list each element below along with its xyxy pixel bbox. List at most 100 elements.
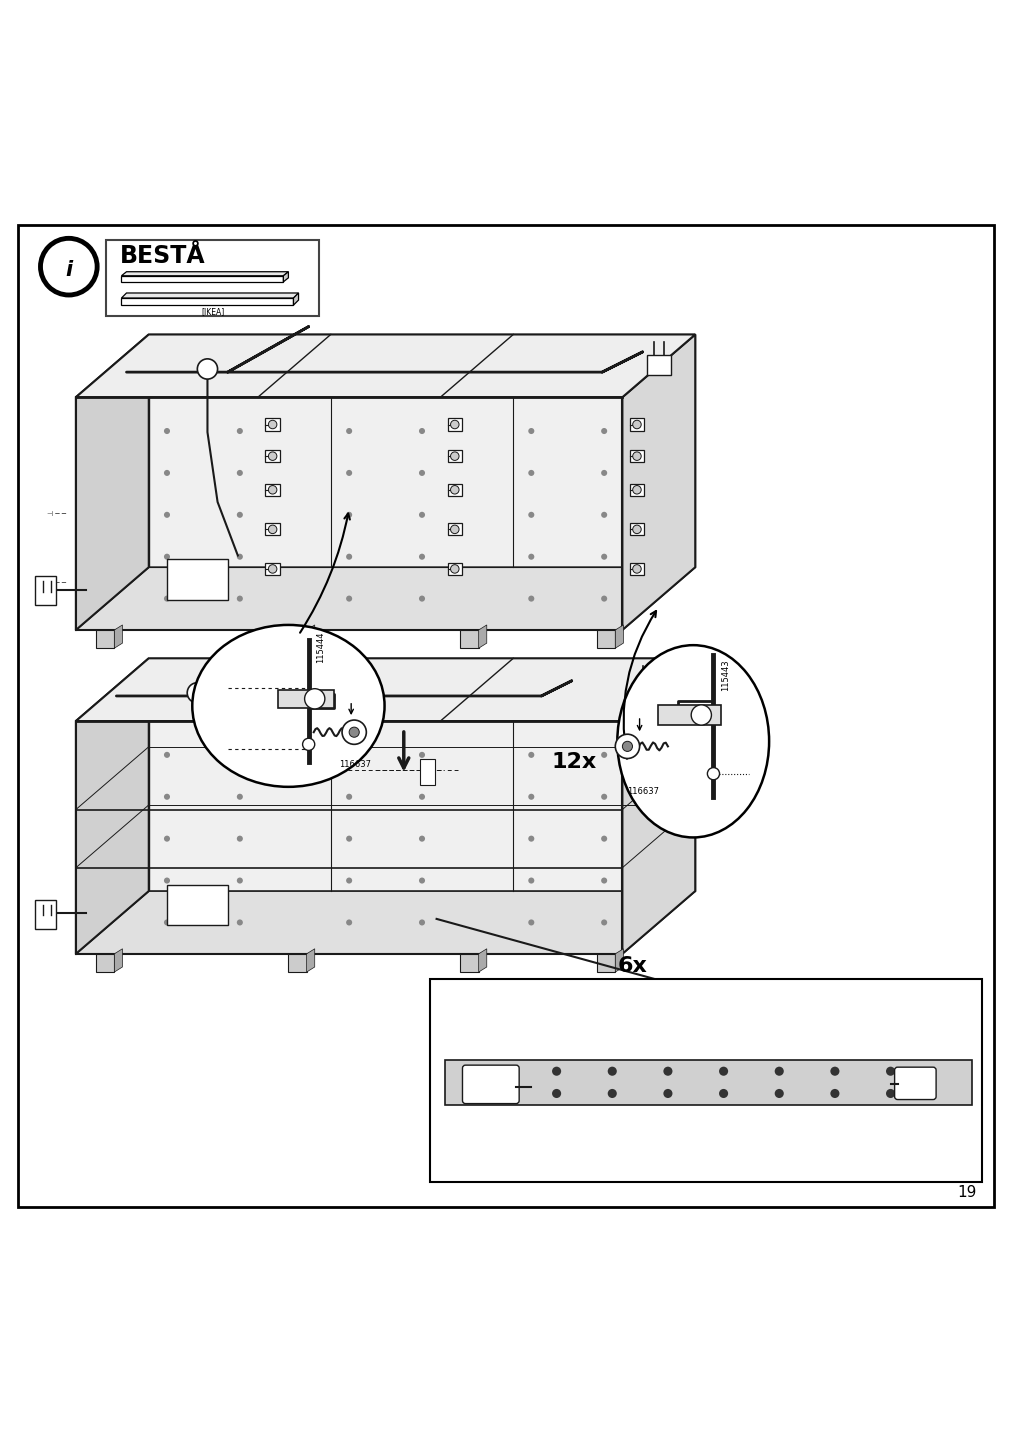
Circle shape <box>164 919 170 925</box>
Polygon shape <box>76 891 695 954</box>
Circle shape <box>450 485 459 494</box>
Circle shape <box>419 596 425 601</box>
Circle shape <box>164 596 170 601</box>
Polygon shape <box>149 659 695 891</box>
Text: 116637: 116637 <box>339 760 371 769</box>
Circle shape <box>268 420 277 428</box>
Polygon shape <box>629 450 644 463</box>
Circle shape <box>495 1067 504 1075</box>
Circle shape <box>237 470 243 475</box>
Circle shape <box>346 836 352 842</box>
Circle shape <box>601 752 607 758</box>
Polygon shape <box>121 294 298 298</box>
Circle shape <box>346 428 352 434</box>
Circle shape <box>450 420 459 428</box>
Circle shape <box>237 554 243 560</box>
Bar <box>288 954 306 972</box>
Circle shape <box>164 752 170 758</box>
Polygon shape <box>265 523 280 536</box>
Circle shape <box>237 428 243 434</box>
Circle shape <box>450 564 459 573</box>
Circle shape <box>346 470 352 475</box>
Circle shape <box>774 1067 784 1075</box>
Circle shape <box>886 1088 895 1098</box>
Circle shape <box>164 878 170 884</box>
Circle shape <box>346 752 352 758</box>
Circle shape <box>528 511 534 518</box>
Bar <box>96 630 114 649</box>
Polygon shape <box>265 563 280 576</box>
Polygon shape <box>114 624 122 649</box>
Circle shape <box>528 554 534 560</box>
Circle shape <box>164 428 170 434</box>
Text: BESTÅ: BESTÅ <box>119 243 205 268</box>
Polygon shape <box>629 418 644 431</box>
Circle shape <box>268 526 277 534</box>
Bar <box>35 576 56 604</box>
Bar <box>657 705 720 725</box>
Bar <box>420 759 435 785</box>
Circle shape <box>419 793 425 800</box>
Circle shape <box>237 836 243 842</box>
Circle shape <box>450 453 459 461</box>
Polygon shape <box>622 659 695 954</box>
Polygon shape <box>121 276 283 282</box>
Text: ⊣ ─ ─: ⊣ ─ ─ <box>47 511 66 517</box>
Circle shape <box>632 420 641 428</box>
Circle shape <box>237 511 243 518</box>
Circle shape <box>830 1088 839 1098</box>
Circle shape <box>886 1067 895 1075</box>
Circle shape <box>707 768 719 780</box>
Circle shape <box>528 793 534 800</box>
Circle shape <box>830 1067 839 1075</box>
Circle shape <box>528 878 534 884</box>
Circle shape <box>601 470 607 475</box>
Circle shape <box>346 878 352 884</box>
Circle shape <box>601 919 607 925</box>
Circle shape <box>622 742 632 752</box>
Polygon shape <box>478 949 486 972</box>
Polygon shape <box>478 624 486 649</box>
FancyBboxPatch shape <box>462 1065 519 1104</box>
Text: 12x: 12x <box>551 752 596 772</box>
Bar <box>596 954 615 972</box>
Circle shape <box>601 793 607 800</box>
Circle shape <box>419 511 425 518</box>
Circle shape <box>419 836 425 842</box>
Circle shape <box>268 453 277 461</box>
Polygon shape <box>76 335 695 397</box>
Polygon shape <box>306 949 314 972</box>
Polygon shape <box>149 335 695 567</box>
Bar <box>430 979 981 1181</box>
Circle shape <box>632 526 641 534</box>
Circle shape <box>237 878 243 884</box>
Circle shape <box>528 470 534 475</box>
Text: 12x: 12x <box>170 660 214 680</box>
Circle shape <box>164 793 170 800</box>
Polygon shape <box>265 450 280 463</box>
Bar <box>96 954 114 972</box>
Circle shape <box>349 727 359 737</box>
Ellipse shape <box>192 624 384 786</box>
Polygon shape <box>76 659 695 722</box>
Circle shape <box>164 554 170 560</box>
Polygon shape <box>629 523 644 536</box>
Polygon shape <box>615 949 623 972</box>
Circle shape <box>601 511 607 518</box>
Circle shape <box>419 752 425 758</box>
Circle shape <box>164 470 170 475</box>
Circle shape <box>450 526 459 534</box>
Circle shape <box>632 564 641 573</box>
Circle shape <box>304 689 325 709</box>
Text: 115443: 115443 <box>721 660 730 692</box>
Circle shape <box>268 564 277 573</box>
Bar <box>35 901 56 928</box>
Polygon shape <box>121 298 293 305</box>
Circle shape <box>197 359 217 379</box>
Polygon shape <box>283 272 288 282</box>
Text: ⊣ ─ ─: ⊣ ─ ─ <box>47 580 66 587</box>
Circle shape <box>663 1088 671 1098</box>
Bar <box>596 630 615 649</box>
Circle shape <box>528 919 534 925</box>
Circle shape <box>601 836 607 842</box>
